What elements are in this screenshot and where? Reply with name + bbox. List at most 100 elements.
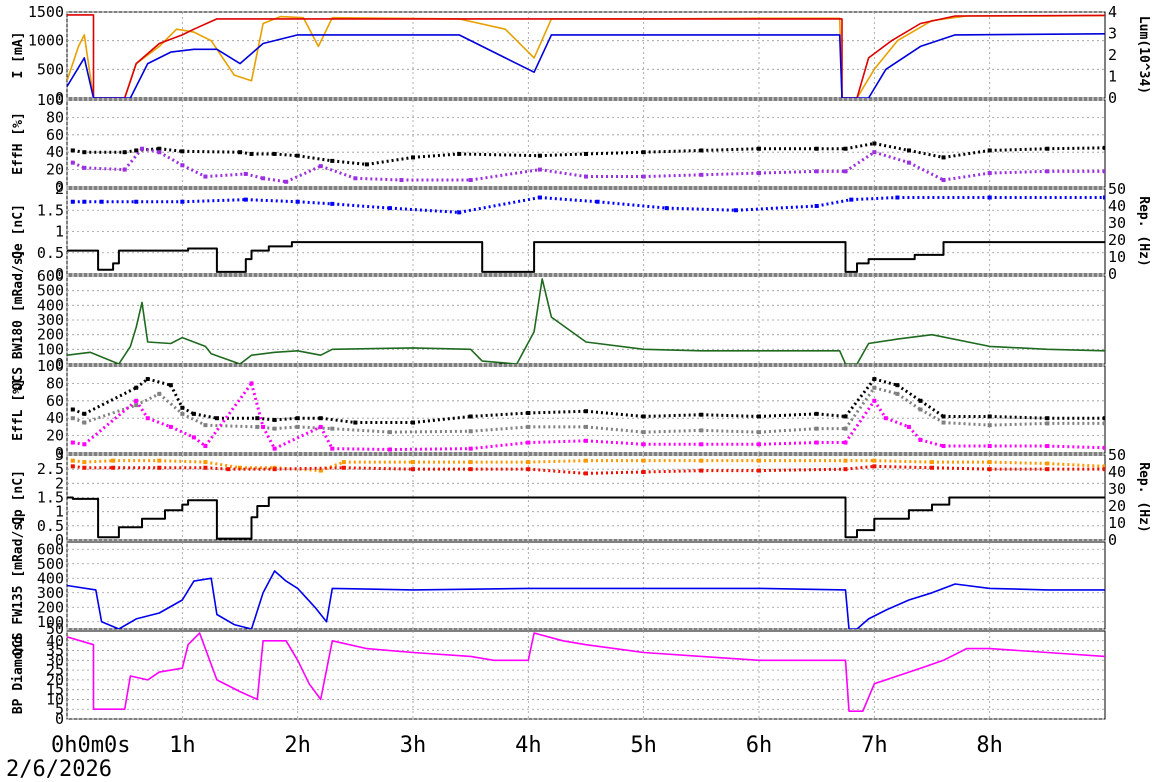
panel-frame [66, 11, 1106, 99]
data-trend [458, 196, 541, 214]
y-tick-label: 15 [46, 681, 64, 699]
data-trend [873, 399, 888, 420]
data-trend [735, 204, 817, 212]
data-trend [181, 412, 207, 427]
y-tick-label: 30 [46, 651, 64, 669]
y2-axis-label: Rep. (Hz) [1136, 462, 1151, 532]
data-trend [159, 147, 183, 153]
series-group [67, 14, 1105, 98]
y-tick-label: 300 [37, 584, 64, 602]
y-tick-label: 3 [55, 446, 64, 464]
y-tick-label: 1.5 [37, 201, 64, 219]
data-trend [181, 163, 207, 178]
x-tick-label: 2h [284, 733, 311, 758]
y-tick-label: 80 [46, 374, 64, 392]
y-tick-label: 500 [37, 60, 64, 78]
series-group [67, 278, 1105, 364]
data-trend [389, 447, 471, 452]
data-point [1103, 445, 1105, 450]
data-trend [245, 198, 298, 204]
data-trend [343, 466, 414, 471]
line-series [67, 14, 1105, 98]
step-series [67, 241, 1105, 273]
y-axis-label: I [mA] [11, 32, 26, 79]
y2-tick-label: 2 [1108, 46, 1117, 64]
x-tick-label: 5h [630, 733, 657, 758]
scatter-series [70, 381, 1105, 452]
data-trend [297, 425, 333, 431]
y-tick-label: 20 [46, 427, 64, 445]
y-tick-label: 100 [37, 357, 64, 375]
y-tick-label: 80 [46, 108, 64, 126]
data-point [1103, 467, 1105, 472]
date-label: 2/6/2026 [6, 757, 112, 782]
data-trend [389, 206, 460, 214]
y-tick-label: 500 [37, 555, 64, 573]
y-tick-label: 200 [37, 598, 64, 616]
data-trend [147, 416, 172, 429]
y2-tick-label: 4 [1108, 3, 1117, 21]
y-axis-label: BP Diamond [11, 636, 26, 714]
y-tick-label: 2.5 [37, 460, 64, 478]
y2-tick-label: 50 [1108, 446, 1126, 464]
y-tick-label: 25 [46, 661, 64, 679]
data-trend [262, 176, 287, 184]
y-axis-label: Qp [nC] [11, 470, 26, 525]
y-tick-label: 400 [37, 296, 64, 314]
data-trend [666, 206, 736, 212]
y-tick-label: 0 [55, 178, 64, 196]
data-point [1103, 169, 1105, 174]
y-tick-label: 1 [55, 503, 64, 521]
y2-tick-label: 0 [1108, 265, 1117, 283]
data-trend [205, 466, 229, 471]
y-tick-label: 20 [46, 161, 64, 179]
data-trend [844, 399, 876, 444]
data-trend [389, 429, 471, 434]
data-trend [908, 161, 945, 182]
y2-tick-label: 30 [1108, 480, 1126, 498]
y-tick-label: 60 [46, 126, 64, 144]
data-trend [72, 148, 85, 154]
y-tick-label: 60 [46, 392, 64, 410]
y2-tick-label: 10 [1108, 514, 1126, 532]
y-tick-label: 0.5 [37, 244, 64, 262]
data-trend [816, 198, 852, 208]
line-series [67, 632, 1105, 712]
panel-frame [66, 541, 1106, 630]
data-trend [873, 386, 898, 396]
time-axis: 0h0m0s 1h 2h 3h 4h 5h 6h 7h 8h [51, 733, 1003, 758]
data-trend [169, 384, 184, 409]
scatter-series [70, 464, 1105, 476]
y-tick-label: 0.5 [37, 517, 64, 535]
data-trend [274, 416, 298, 422]
data-point [1103, 421, 1105, 426]
data-trend [320, 460, 345, 472]
scatter-series [70, 377, 1105, 425]
series-group [67, 570, 1105, 629]
y2-tick-label: 3 [1108, 25, 1117, 43]
data-trend [844, 386, 876, 430]
y-tick-label: 2 [55, 474, 64, 492]
data-trend [297, 154, 333, 163]
x-tick-label: 4h [515, 733, 542, 758]
y2-axis-label: Rep. (Hz) [1136, 196, 1151, 266]
y-tick-label: 100 [37, 613, 64, 631]
y-tick-label: 1 [55, 223, 64, 241]
series-group [67, 458, 1105, 540]
y-tick-label: 40 [46, 143, 64, 161]
data-trend [261, 426, 276, 450]
data-trend [470, 168, 541, 182]
x-tick-label: 1h [169, 733, 196, 758]
y-tick-label: 0 [55, 355, 64, 373]
data-trend [885, 416, 910, 429]
scatter-series [70, 146, 1105, 184]
data-trend [319, 426, 334, 450]
data-point [1103, 464, 1105, 469]
data-trend [320, 164, 356, 180]
